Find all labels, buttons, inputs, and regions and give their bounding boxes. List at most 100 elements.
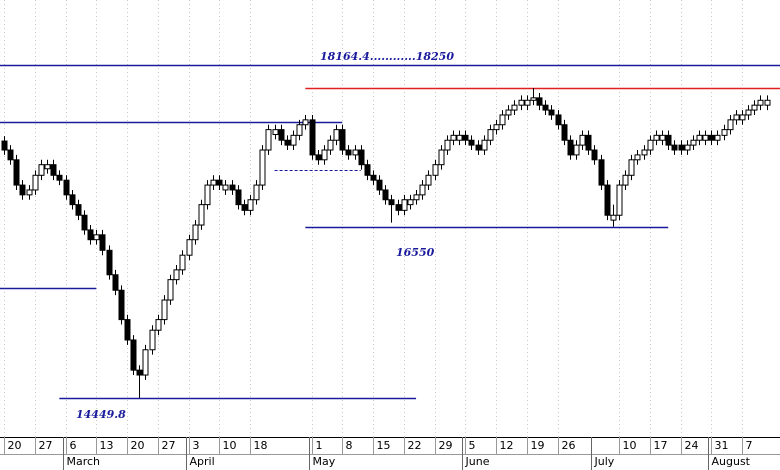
annotation: 14449.8 <box>76 408 126 421</box>
x-tick-label: 29 <box>439 439 453 452</box>
candle-body <box>216 179 223 186</box>
candle-body <box>721 129 728 136</box>
candle-body <box>505 109 512 116</box>
month-label: March <box>67 455 101 468</box>
candle-body <box>647 139 654 151</box>
candle-body <box>739 114 746 121</box>
candle-body <box>296 124 303 136</box>
candle-body <box>481 139 488 151</box>
candle-body <box>376 179 383 191</box>
candle-body <box>561 124 568 141</box>
candle-body <box>13 159 20 186</box>
month-label: July <box>594 455 615 468</box>
candle-body <box>407 199 414 206</box>
x-tick-label: 27 <box>39 439 53 452</box>
candle-body <box>757 99 764 106</box>
candle-body <box>1 140 8 151</box>
x-tick-label: 20 <box>131 439 145 452</box>
candle-body <box>124 319 131 341</box>
candle-body <box>401 199 408 211</box>
x-tick-label: 13 <box>100 439 114 452</box>
candle-body <box>370 174 377 181</box>
candle-body <box>327 139 334 151</box>
candle-body <box>659 134 666 141</box>
candle-body <box>235 189 242 206</box>
candle-body <box>518 99 525 106</box>
candle-body <box>247 199 254 211</box>
annotation: 16550 <box>396 246 435 259</box>
x-tick-label: 27 <box>162 439 176 452</box>
candle-body <box>44 164 51 170</box>
candle-body <box>678 144 685 151</box>
candle-body <box>641 149 648 156</box>
candle-body <box>32 174 39 191</box>
candle-body <box>665 134 672 146</box>
candle-body <box>179 254 186 271</box>
candle-body <box>333 129 340 141</box>
candle-body <box>382 189 389 201</box>
candle-body <box>155 319 162 331</box>
candle-body <box>684 144 691 151</box>
candle-body <box>112 274 119 291</box>
candle-body <box>727 119 734 131</box>
x-tick-label: 18 <box>254 439 268 452</box>
candle-body <box>708 134 715 141</box>
candle-body <box>548 109 555 116</box>
month-label: June <box>465 455 490 468</box>
x-tick-label: 15 <box>377 439 391 452</box>
candle-body <box>302 119 309 126</box>
candle-body <box>573 144 580 156</box>
candle-body <box>511 104 518 111</box>
candle-body <box>69 194 76 206</box>
candle-body <box>253 184 260 201</box>
candle-body <box>542 104 549 111</box>
x-tick-label: 6 <box>70 439 77 452</box>
candle-body <box>75 204 82 216</box>
x-tick-label: 22 <box>408 439 422 452</box>
candle-body <box>671 144 678 151</box>
candle-body <box>462 134 469 141</box>
candle-body <box>690 139 697 146</box>
x-tick-label: 31 <box>715 439 729 452</box>
candle-body <box>530 97 537 101</box>
candle-body <box>493 124 500 131</box>
annotation: 18164.4............18250 <box>320 50 454 63</box>
candle-body <box>555 114 562 126</box>
candle-body <box>745 109 752 116</box>
candle-body <box>622 174 629 186</box>
candle-body <box>167 279 174 301</box>
candle-body <box>38 164 45 176</box>
candle-body <box>259 149 266 186</box>
candle-body <box>468 139 475 146</box>
candle-body <box>425 174 432 186</box>
candle-body <box>419 184 426 196</box>
candle-body <box>118 289 125 321</box>
candle-body <box>475 144 482 151</box>
candle-body <box>339 129 346 151</box>
x-tick-label: 10 <box>623 439 637 452</box>
candle-body <box>106 249 113 276</box>
candle-body <box>7 149 14 161</box>
candle-body <box>321 149 328 161</box>
x-tick-label: 12 <box>500 439 514 452</box>
candle-body <box>50 164 57 176</box>
candle-body <box>598 159 605 186</box>
candle-body <box>309 119 316 156</box>
candle-body <box>210 179 217 186</box>
candle-body <box>63 179 70 196</box>
candle-body <box>591 149 598 161</box>
candle-body <box>616 184 623 216</box>
candle-body <box>438 149 445 166</box>
candle-body <box>345 149 352 156</box>
candle-body <box>192 224 199 241</box>
candle-body <box>136 369 143 376</box>
candle-body <box>751 104 758 111</box>
candle-body <box>628 159 635 176</box>
candle-body <box>352 149 359 156</box>
candle-body <box>456 134 463 141</box>
candle-body <box>499 114 506 126</box>
candle-body <box>579 134 586 146</box>
candle-body <box>444 139 451 151</box>
month-label: April <box>190 455 215 468</box>
